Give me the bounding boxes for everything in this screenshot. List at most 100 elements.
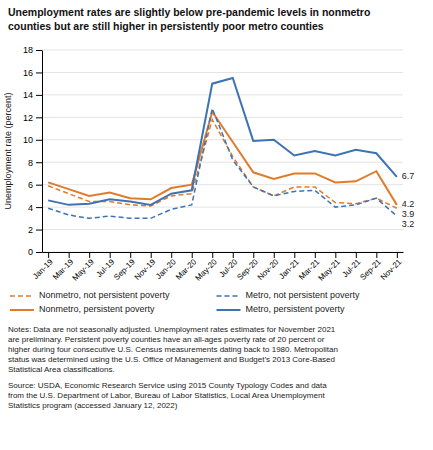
x-tick: Nov-21	[379, 252, 404, 282]
legend-swatch	[10, 309, 34, 311]
x-tick-mark	[376, 252, 377, 258]
note-line: Statistical Area classifications.	[8, 365, 115, 374]
grid-line	[42, 50, 403, 51]
x-tick-label: Nov-19	[133, 257, 158, 282]
notes: Notes: Data are not seasonally adjusted.…	[8, 325, 338, 374]
legend-label: Metro, persistent poverty	[246, 304, 346, 314]
x-tick-label: Sep-20	[235, 257, 260, 282]
title: Unemployment rates are slightly below pr…	[8, 6, 370, 32]
y-tick-mark	[36, 185, 42, 186]
x-tick-mark	[253, 252, 254, 258]
x-axis-line	[43, 252, 404, 253]
x-tick-mark	[192, 252, 193, 258]
x-tick-mark	[335, 252, 336, 258]
legend: Nonmetro, not persistent poverty Nonmetro…	[10, 290, 360, 314]
y-tick-label: 4	[28, 202, 33, 212]
end-label: 3.9	[402, 209, 415, 219]
legend-item: Nonmetro, persistent poverty	[10, 304, 155, 314]
legend-item: Metro, not persistent poverty	[217, 290, 361, 300]
grid-line	[42, 207, 403, 208]
grid-line	[42, 162, 403, 163]
y-axis: 0 2 4 6 8 10 12 14 16 18	[23, 45, 43, 257]
y-tick-mark	[36, 252, 42, 253]
y-axis-title: Unemployment rate (percent)	[3, 92, 13, 209]
x-tick-mark	[315, 252, 316, 258]
y-tick-mark	[36, 207, 42, 208]
grid-line	[42, 252, 403, 253]
grid-line	[42, 72, 403, 73]
source-line: from the U.S. Department of Labor, Burea…	[8, 391, 325, 400]
source-line: Source: USDA, Economic Research Service …	[8, 381, 327, 390]
title-line: counties but are still higher in persist…	[8, 20, 324, 32]
y-tick-mark	[36, 140, 42, 141]
title-line: Unemployment rates are slightly below pr…	[8, 6, 370, 18]
grid-line	[42, 117, 403, 118]
y-tick-mark	[36, 72, 42, 73]
x-tick: May-20	[194, 252, 220, 283]
series-line	[48, 78, 397, 205]
plot: 0 2 4 6 8 10 12 14 16 18 Jan-19Mar-19May-19Jul-19S…	[23, 45, 414, 282]
x-tick-label: Sep-21	[358, 257, 383, 282]
x-tick-mark	[171, 252, 172, 258]
y-tick-label: 18	[23, 45, 33, 55]
x-tick-label: Sep-19	[112, 257, 137, 282]
y-tick: 16	[23, 68, 42, 78]
legend-label: Metro, not persistent poverty	[246, 290, 361, 300]
x-tick-mark	[233, 252, 234, 258]
x-tick-mark	[212, 252, 213, 258]
y-tick-mark	[36, 117, 42, 118]
series-line	[48, 112, 397, 205]
note-line: status was determined using the U.S. Off…	[8, 355, 335, 364]
y-tick: 0	[28, 247, 42, 257]
y-tick: 8	[28, 158, 42, 168]
legend-swatch	[217, 309, 241, 311]
annotations: 6.74.23.93.2	[402, 171, 415, 229]
x-tick-label: Nov-20	[256, 257, 281, 282]
x-tick-mark	[397, 252, 398, 258]
chart: Unemployment rates are slightly below pr…	[0, 0, 433, 450]
y-tick-label: 10	[23, 135, 33, 145]
y-tick-mark	[36, 50, 42, 51]
y-tick: 18	[23, 45, 42, 55]
x-tick-mark	[151, 252, 152, 258]
x-tick-label: Jan-21	[277, 257, 301, 281]
y-axis-line	[42, 51, 43, 253]
x-axis: Jan-19Mar-19May-19Jul-19Sep-19Nov-19Jan-…	[31, 252, 404, 283]
legend-swatch	[10, 295, 34, 297]
lines	[48, 78, 397, 218]
legend-swatch	[217, 295, 241, 297]
source-line: Statistics program (accessed January 12,…	[8, 401, 178, 410]
x-tick-mark	[130, 252, 131, 258]
y-tick-label: 0	[28, 247, 33, 257]
y-tick-mark	[36, 230, 42, 231]
y-tick-label: 16	[23, 68, 33, 78]
x-tick: Nov-20	[256, 252, 281, 282]
note-line: Notes: Data are not seasonally adjusted.…	[8, 325, 336, 334]
y-tick: 14	[23, 90, 42, 100]
x-tick: May-21	[317, 252, 343, 283]
x-tick-mark	[89, 252, 90, 258]
x-tick-mark	[69, 252, 70, 258]
end-label: 4.2	[402, 199, 415, 209]
x-tick-label: May-21	[317, 257, 343, 283]
legend-label: Nonmetro, persistent poverty	[39, 304, 155, 314]
source: Source: USDA, Economic Research Service …	[8, 381, 327, 410]
note-line: are preliminary. Persistent poverty coun…	[8, 335, 325, 344]
x-tick-mark	[294, 252, 295, 258]
y-tick-label: 12	[23, 113, 33, 123]
x-tick-mark	[110, 252, 111, 258]
y-tick: 4	[28, 202, 42, 212]
y-tick-mark	[36, 95, 42, 96]
legend-item: Metro, persistent poverty	[217, 304, 346, 314]
grid	[42, 50, 403, 252]
x-tick: May-19	[71, 252, 97, 283]
end-label: 3.2	[402, 219, 415, 229]
x-tick-mark	[274, 252, 275, 258]
grid-line	[42, 229, 403, 230]
y-tick-label: 6	[28, 180, 33, 190]
y-tick: 2	[28, 225, 42, 235]
x-tick-label: Jan-19	[31, 257, 55, 281]
legend-item: Nonmetro, not persistent poverty	[10, 290, 170, 300]
x-tick: Nov-19	[133, 252, 158, 282]
y-tick-label: 14	[23, 90, 33, 100]
